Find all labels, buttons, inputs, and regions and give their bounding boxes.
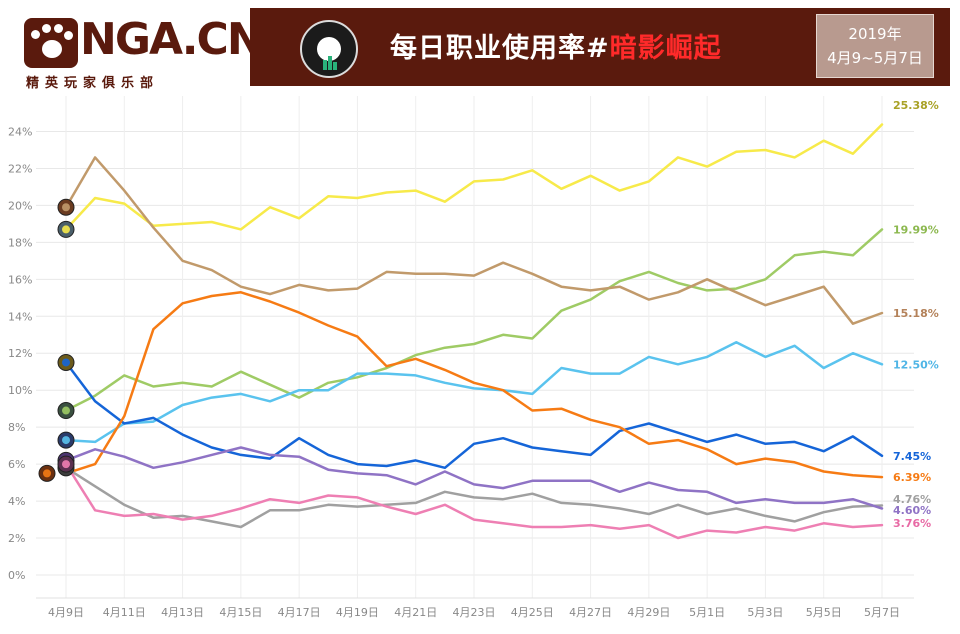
data-reaper-badge-icon	[300, 20, 358, 78]
series-lines	[64, 123, 884, 540]
x-tick-label: 4月15日	[219, 606, 262, 619]
class-icon-core	[62, 406, 70, 415]
y-tick-label: 10%	[8, 384, 32, 397]
class-icon	[57, 353, 75, 371]
y-tick-label: 14%	[8, 310, 32, 323]
class-icon-core	[62, 203, 70, 212]
class-icon	[38, 464, 56, 482]
y-tick-label: 20%	[8, 199, 32, 212]
class-icon-core	[62, 436, 70, 445]
y-tick-label: 24%	[8, 125, 32, 138]
line-chart: 0%2%4%6%8%10%12%14%16%18%20%22%24% 4月9日 4…	[8, 96, 939, 619]
y-tick-label: 4%	[8, 495, 25, 508]
y-tick-label: 6%	[8, 458, 25, 471]
x-tick-label: 4月23日	[453, 606, 496, 619]
end-label: 4.60%	[893, 504, 931, 517]
x-tick-label: 5月5日	[806, 606, 842, 619]
class-icon	[57, 220, 75, 238]
chart-grid	[36, 96, 914, 599]
x-tick-label: 4月21日	[394, 606, 437, 619]
end-labels: 25.38% 19.99% 15.18% 12.50% 7.45% 6.39% 4.76%4…	[893, 99, 939, 530]
y-tick-label: 12%	[8, 347, 32, 360]
date-box: 2019年 4月9~5月7日	[816, 14, 934, 78]
series-line	[64, 466, 884, 529]
class-icon-core	[62, 460, 70, 469]
x-tick-label: 4月17日	[278, 606, 321, 619]
logo-text: NGA.CN	[80, 14, 264, 65]
date-range: 4月9~5月7日	[827, 49, 923, 67]
y-tick-label: 16%	[8, 273, 32, 286]
chart-title: 每日职业使用率#暗影崛起	[390, 26, 722, 65]
class-icon-core	[62, 225, 70, 234]
class-icon	[57, 402, 75, 420]
series-line	[64, 462, 884, 540]
x-tick-label: 5月3日	[747, 606, 783, 619]
series-line	[64, 446, 884, 510]
series-line	[64, 340, 884, 444]
title-banner: 每日职业使用率#暗影崛起 2019年 4月9~5月7日	[250, 8, 950, 86]
title-main: 每日职业使用率#	[390, 33, 610, 64]
class-icon-core	[62, 358, 70, 367]
series-start-icons	[38, 198, 75, 482]
x-tick-label: 4月9日	[48, 606, 84, 619]
logo-subtitle: 精英玩家俱乐部	[26, 76, 160, 91]
series-line	[64, 156, 884, 325]
header: NGA.CN 精英玩家俱乐部 每日职业使用率#暗影崛起 2019年 4月9~5月…	[0, 0, 960, 91]
end-label: 3.76%	[893, 517, 931, 530]
end-label: 19.99%	[893, 223, 939, 236]
x-tick-label: 4月29日	[627, 606, 670, 619]
end-label: 6.39%	[893, 471, 931, 484]
nga-logo[interactable]: NGA.CN 精英玩家俱乐部	[8, 8, 264, 91]
x-tick-label: 5月7日	[864, 606, 900, 619]
date-year: 2019年	[848, 25, 902, 43]
class-icon	[57, 198, 75, 216]
y-tick-label: 2%	[8, 532, 25, 545]
paw-icon	[24, 18, 78, 68]
x-tick-label: 4月19日	[336, 606, 379, 619]
x-tick-label: 4月11日	[103, 606, 146, 619]
end-label: 25.38%	[893, 99, 939, 112]
y-tick-label: 22%	[8, 162, 32, 175]
end-label: 4.76%	[893, 493, 931, 506]
x-axis: 4月9日 4月11日 4月13日 4月15日 4月17日 4月19日 4月21日 4月23日 4…	[48, 606, 900, 619]
y-tick-label: 8%	[8, 421, 25, 434]
class-icon-core	[43, 469, 51, 478]
y-tick-label: 0%	[8, 569, 25, 582]
end-label: 15.18%	[893, 307, 939, 320]
title-highlight: 暗影崛起	[609, 33, 722, 64]
end-label: 12.50%	[893, 358, 939, 371]
end-label: 7.45%	[893, 450, 931, 463]
series-line	[64, 123, 884, 231]
y-tick-label: 18%	[8, 236, 32, 249]
x-tick-label: 4月25日	[511, 606, 554, 619]
class-icon	[57, 455, 75, 473]
class-icon	[57, 431, 75, 449]
x-tick-label: 4月27日	[569, 606, 612, 619]
x-tick-label: 4月13日	[161, 606, 204, 619]
x-tick-label: 5月1日	[689, 606, 725, 619]
y-axis: 0% 2% 4% 6% 8% 10% 12% 14% 16% 18% 20% 22% 24%	[8, 125, 32, 582]
